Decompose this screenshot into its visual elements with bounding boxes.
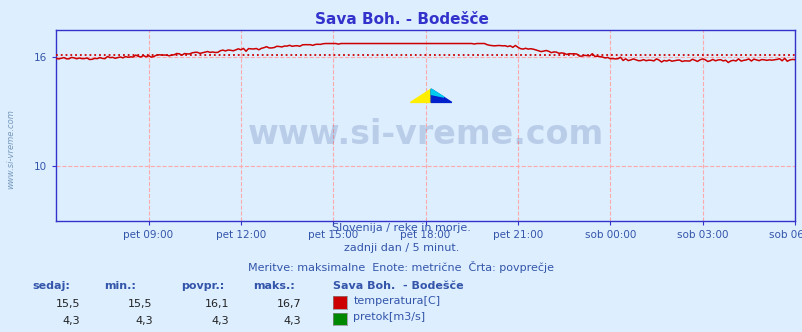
Text: 15,5: 15,5 xyxy=(128,299,152,309)
Text: 4,3: 4,3 xyxy=(135,316,152,326)
Text: 4,3: 4,3 xyxy=(63,316,80,326)
Text: www.si-vreme.com: www.si-vreme.com xyxy=(6,110,15,189)
Polygon shape xyxy=(431,89,452,102)
Text: zadnji dan / 5 minut.: zadnji dan / 5 minut. xyxy=(343,243,459,253)
Text: 4,3: 4,3 xyxy=(283,316,301,326)
Text: Sava Boh.  - Bodešče: Sava Boh. - Bodešče xyxy=(333,281,464,291)
Polygon shape xyxy=(410,89,431,102)
Polygon shape xyxy=(431,89,444,97)
Text: min.:: min.: xyxy=(104,281,136,291)
Text: temperatura[C]: temperatura[C] xyxy=(353,296,439,306)
Text: 15,5: 15,5 xyxy=(55,299,80,309)
Text: 16,1: 16,1 xyxy=(204,299,229,309)
Text: sedaj:: sedaj: xyxy=(32,281,70,291)
Text: Sava Boh. - Bodešče: Sava Boh. - Bodešče xyxy=(314,12,488,27)
Text: maks.:: maks.: xyxy=(253,281,294,291)
Text: www.si-vreme.com: www.si-vreme.com xyxy=(247,119,603,151)
Text: pretok[m3/s]: pretok[m3/s] xyxy=(353,312,425,322)
Text: 16,7: 16,7 xyxy=(276,299,301,309)
Text: povpr.:: povpr.: xyxy=(180,281,224,291)
Text: 4,3: 4,3 xyxy=(211,316,229,326)
Text: Meritve: maksimalne  Enote: metrične  Črta: povprečje: Meritve: maksimalne Enote: metrične Črta… xyxy=(248,261,554,273)
Text: Slovenija / reke in morje.: Slovenija / reke in morje. xyxy=(332,223,470,233)
